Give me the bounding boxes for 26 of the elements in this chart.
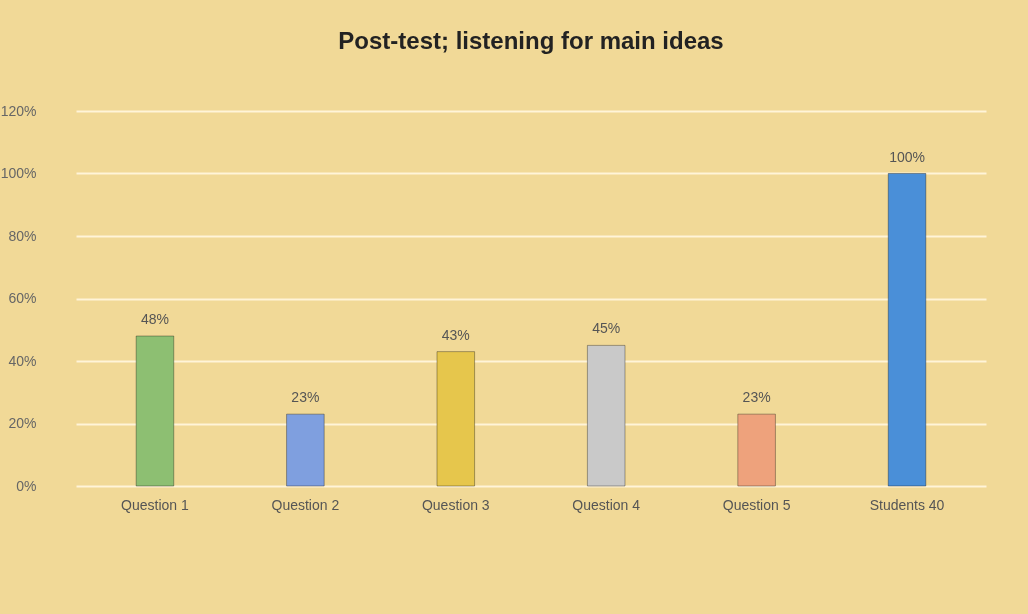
- bar: [135, 335, 175, 487]
- x-tick-label: Question 1: [121, 496, 190, 513]
- x-tick-label: Question 3: [421, 496, 490, 513]
- bar: [436, 351, 476, 487]
- bar: [887, 173, 927, 487]
- x-tick-label: Question 4: [572, 496, 641, 513]
- y-tick-label: 60%: [8, 290, 37, 306]
- bar: [737, 413, 776, 487]
- data-label: 48%: [140, 311, 169, 327]
- y-tick-label: 100%: [0, 165, 37, 181]
- bar: [286, 413, 325, 487]
- x-tick-label: Question 5: [722, 496, 791, 513]
- chart-title: Post-test; listening for main ideas: [338, 27, 724, 54]
- data-label: 45%: [592, 320, 621, 337]
- y-tick-label: 0%: [16, 477, 37, 494]
- data-label: 23%: [742, 389, 771, 406]
- y-tick-label: 40%: [8, 352, 37, 369]
- x-tick-label: Students 40: [869, 496, 945, 513]
- data-label: 23%: [291, 389, 320, 406]
- data-label: 43%: [441, 326, 470, 343]
- y-tick-label: 80%: [8, 227, 37, 244]
- x-tick-label: Question 2: [271, 496, 340, 513]
- bar: [586, 344, 626, 487]
- y-tick-label: 120%: [0, 102, 37, 119]
- y-tick-label: 20%: [8, 415, 37, 431]
- data-label: 100%: [889, 148, 925, 165]
